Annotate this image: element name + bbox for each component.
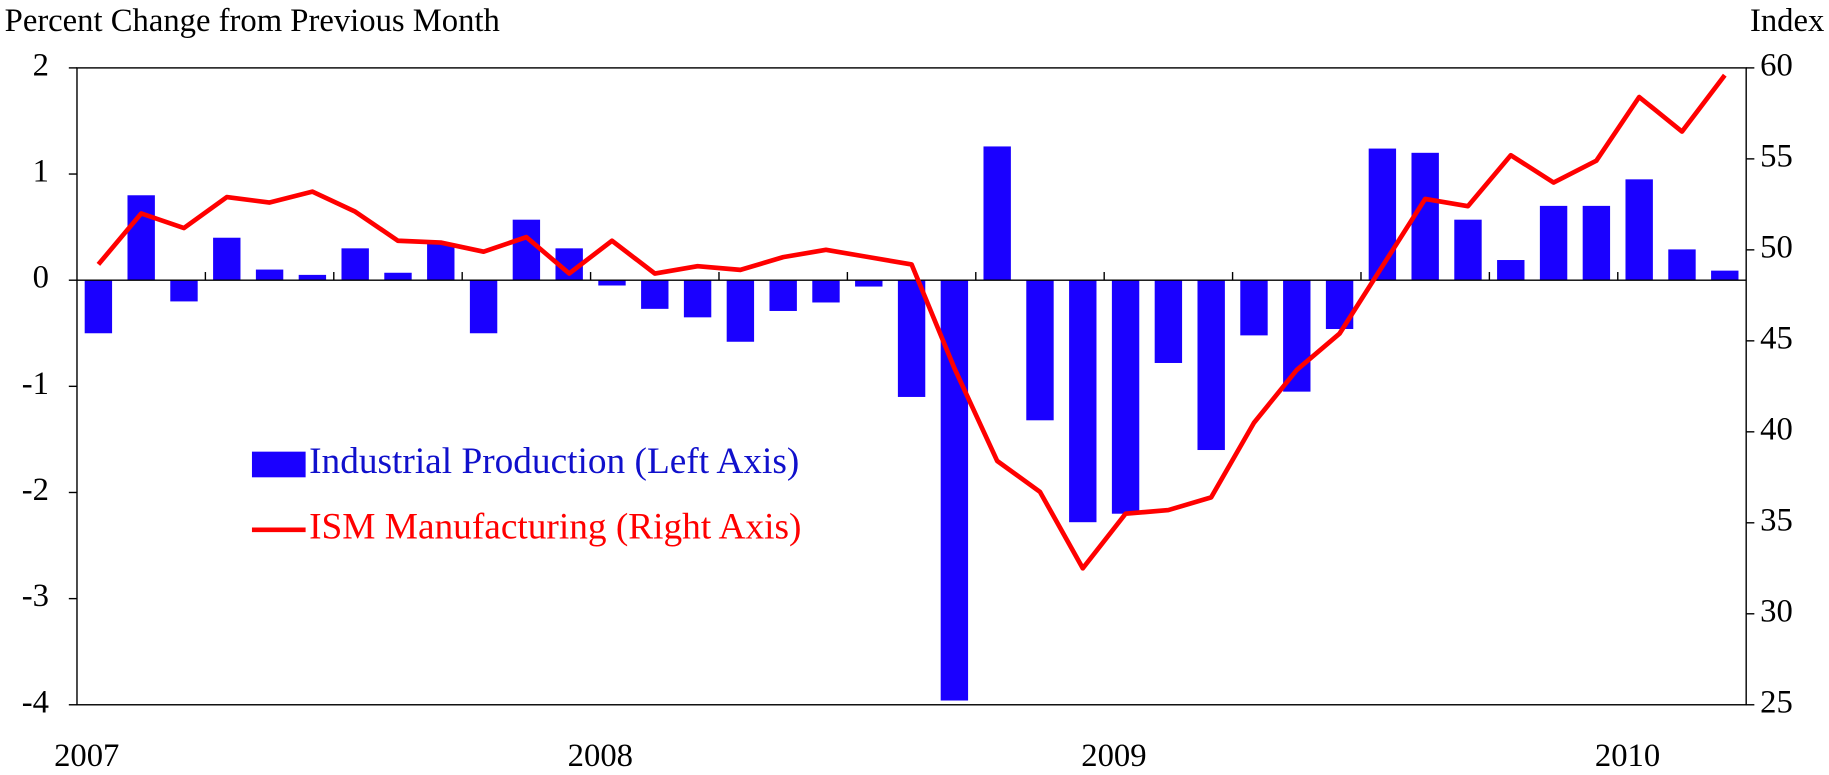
bar: [1497, 260, 1525, 281]
bar: [1154, 280, 1183, 363]
bar: [1711, 270, 1739, 281]
bar: [1111, 280, 1140, 514]
bar: [384, 272, 412, 281]
y2-tick-label: 35: [1760, 502, 1793, 538]
x-tick-label: 2008: [568, 738, 633, 774]
bar: [812, 280, 840, 303]
y-tick-label: 2: [33, 47, 49, 83]
bar: [683, 280, 712, 318]
bar: [84, 280, 113, 334]
bar: [897, 280, 926, 397]
bar: [170, 280, 198, 302]
y2-tick-label: 40: [1760, 411, 1793, 447]
bar: [1625, 179, 1653, 281]
bar: [1197, 280, 1225, 451]
y2-tick-label: 25: [1760, 684, 1793, 720]
bar: [427, 243, 455, 281]
y-tick-label: -4: [22, 684, 49, 720]
bar: [1368, 148, 1397, 281]
bar: [1026, 280, 1054, 421]
bar: [341, 248, 369, 281]
bar: [1668, 249, 1696, 281]
bar: [855, 280, 883, 287]
legend-swatch: [251, 451, 306, 478]
bar: [769, 280, 797, 311]
x-tick-label: 2010: [1595, 738, 1660, 774]
bar: [255, 269, 284, 281]
line: [96, 73, 1727, 571]
x-tick-label: 2007: [54, 738, 119, 774]
bar: [298, 274, 327, 281]
x-tick-label: 2009: [1081, 738, 1146, 774]
y2-tick-label: 60: [1760, 47, 1793, 83]
bar: [983, 146, 1011, 281]
y2-tick-label: 45: [1760, 320, 1793, 356]
bar: [1069, 280, 1097, 523]
bar: [726, 280, 755, 342]
y2-tick-label: 50: [1760, 229, 1793, 265]
bar: [213, 237, 241, 281]
y2-tick-label: 30: [1760, 593, 1793, 629]
legend-label: Industrial Production (Left Axis): [309, 441, 799, 482]
y2-tick-label: 55: [1760, 138, 1793, 174]
y-axis-label: Percent Change from Previous Month: [5, 3, 500, 39]
bar: [1283, 280, 1311, 392]
bar: [512, 219, 541, 281]
bar: [641, 280, 669, 309]
bar: [469, 280, 498, 334]
bar: [1582, 205, 1611, 281]
y-tick-label: -1: [22, 366, 49, 402]
legend-label: ISM Manufacturing (Right Axis): [309, 506, 801, 547]
y-tick-label: -2: [22, 472, 49, 508]
bar: [1539, 205, 1568, 281]
bar: [598, 280, 626, 286]
y-tick-label: 1: [33, 154, 49, 190]
y-tick-label: -3: [22, 578, 49, 614]
y2-axis-label: Index: [1750, 3, 1824, 39]
bar: [1240, 280, 1268, 336]
bar: [127, 195, 155, 281]
y-tick-label: 0: [33, 260, 49, 296]
bar: [1454, 219, 1482, 281]
